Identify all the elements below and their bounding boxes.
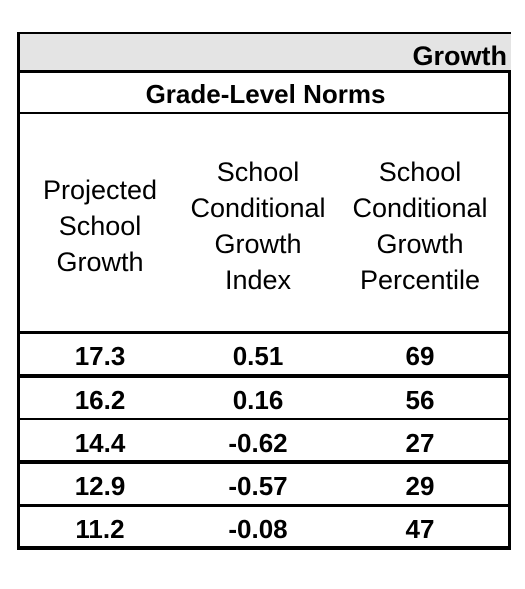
projected-growth-cell: 12.9 (74, 471, 126, 501)
projected-growth-cell: 17.3 (74, 341, 126, 371)
divider (17, 374, 511, 378)
growth-index-cell: -0.57 (228, 471, 288, 501)
growth-percentile-cell: 47 (405, 514, 435, 544)
growth-percentile-cell: 56 (405, 385, 435, 415)
table-right-border (508, 72, 511, 550)
growth-norms-table: Growth Grade-Level Norms Projected Schoo… (17, 32, 511, 550)
projected-growth-cell: 14.4 (74, 428, 126, 458)
growth-title: Growth (412, 41, 508, 71)
growth-group-header: Growth (20, 32, 511, 71)
projected-growth-cell: 11.2 (75, 514, 125, 544)
grade-level-norms-title: Grade-Level Norms (145, 79, 386, 109)
growth-index-cell: 0.51 (232, 341, 284, 371)
divider (17, 418, 511, 420)
divider (17, 112, 511, 114)
growth-percentile-cell: 69 (405, 341, 435, 371)
column-header-conditional-growth-percentile: School Conditional Growth Percentile (352, 157, 488, 295)
divider (17, 546, 511, 550)
divider (17, 331, 511, 334)
growth-percentile-cell: 27 (405, 428, 435, 458)
growth-index-cell: -0.08 (228, 514, 288, 544)
table-left-border (17, 32, 20, 550)
column-header-projected-school-growth: Projected School Growth (42, 175, 158, 277)
divider (17, 70, 511, 73)
growth-index-cell: 0.16 (232, 385, 284, 415)
growth-percentile-cell: 29 (405, 471, 435, 501)
divider (17, 460, 511, 464)
divider (17, 504, 511, 507)
projected-growth-cell: 16.2 (74, 385, 126, 415)
column-header-conditional-growth-index: School Conditional Growth Index (190, 157, 326, 295)
growth-index-cell: -0.62 (228, 428, 288, 458)
